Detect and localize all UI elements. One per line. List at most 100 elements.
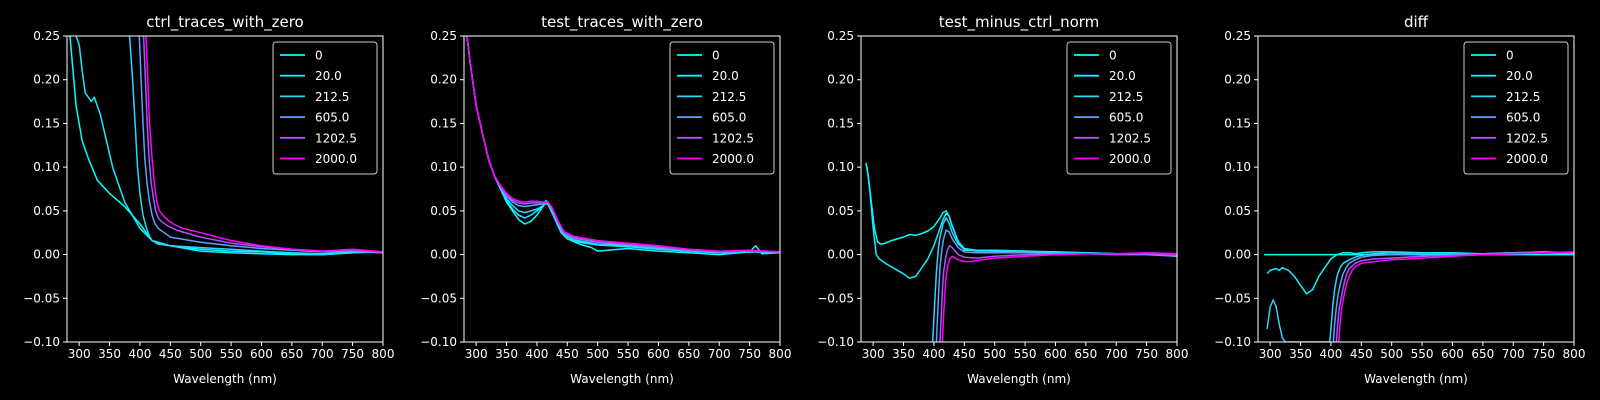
x-tick-label: 550 bbox=[617, 347, 640, 361]
x-tick-label: 750 bbox=[738, 347, 761, 361]
legend-label: 1202.5 bbox=[1506, 131, 1548, 145]
legend-label: 0 bbox=[1109, 49, 1117, 63]
y-tick-label: 0.25 bbox=[33, 29, 60, 43]
x-tick-label: 450 bbox=[953, 347, 976, 361]
legend-label: 2000.0 bbox=[712, 152, 754, 166]
y-tick-label: 0.10 bbox=[33, 160, 60, 174]
subplot-title: ctrl_traces_with_zero bbox=[146, 13, 303, 32]
tick-layer: 300 350 400 450 500 550 600 650 700 750 800 −0.10 −0… bbox=[420, 29, 791, 361]
y-tick-label: 0.20 bbox=[827, 73, 854, 87]
y-tick-label: 0.15 bbox=[430, 116, 457, 130]
subplot-1: ctrl_traces_with_zero Wavelength (nm) 30… bbox=[23, 13, 394, 386]
x-tick-label: 600 bbox=[250, 347, 273, 361]
x-tick-label: 300 bbox=[465, 347, 488, 361]
y-tick-label: 0.15 bbox=[1224, 116, 1251, 130]
plot-area bbox=[466, 36, 780, 256]
legend-label: 2000.0 bbox=[1109, 152, 1151, 166]
plot-area bbox=[69, 36, 383, 256]
x-tick-label: 650 bbox=[677, 347, 700, 361]
x-tick-label: 300 bbox=[862, 347, 885, 361]
x-axis-label: Wavelength (nm) bbox=[570, 372, 674, 386]
y-tick-label: 0.15 bbox=[33, 116, 60, 130]
series-line-212-5 bbox=[931, 217, 1177, 342]
x-tick-label: 650 bbox=[280, 347, 303, 361]
x-tick-label: 750 bbox=[1135, 347, 1158, 361]
subplot-2: test_traces_with_zero Wavelength (nm) 30… bbox=[420, 13, 791, 386]
y-tick-label: 0.00 bbox=[33, 248, 60, 262]
series-line-605-0 bbox=[138, 36, 383, 254]
x-tick-label: 700 bbox=[1105, 347, 1128, 361]
x-tick-label: 700 bbox=[708, 347, 731, 361]
y-tick-label: −0.10 bbox=[1214, 335, 1251, 349]
legend-label: 0 bbox=[712, 49, 720, 63]
legend-label: 20.0 bbox=[1506, 69, 1533, 83]
series-line-605-0 bbox=[1332, 251, 1574, 342]
x-tick-label: 300 bbox=[68, 347, 91, 361]
series-line-2000-0 bbox=[941, 252, 1177, 342]
x-tick-label: 350 bbox=[98, 347, 121, 361]
x-tick-label: 650 bbox=[1471, 347, 1494, 361]
axes-frame bbox=[66, 35, 384, 343]
x-axis-label: Wavelength (nm) bbox=[173, 372, 277, 386]
legend-label: 0 bbox=[1506, 49, 1514, 63]
subplot-title: diff bbox=[1404, 13, 1429, 31]
x-tick-label: 650 bbox=[1074, 347, 1097, 361]
subplot-3: test_minus_ctrl_norm Wavelength (nm) 300… bbox=[817, 13, 1188, 386]
y-tick-label: 0.05 bbox=[827, 204, 854, 218]
legend-label: 1202.5 bbox=[1109, 131, 1151, 145]
series-line-20-0 bbox=[75, 36, 383, 256]
y-tick-label: −0.05 bbox=[420, 291, 457, 305]
y-tick-label: 0.10 bbox=[1224, 160, 1251, 174]
legend-label: 20.0 bbox=[315, 69, 342, 83]
x-axis-label: Wavelength (nm) bbox=[967, 372, 1071, 386]
legend: 0 20.0 212.5 605.0 1202.5 2000.0 bbox=[1066, 41, 1172, 175]
x-tick-label: 700 bbox=[311, 347, 334, 361]
y-tick-label: −0.10 bbox=[23, 335, 60, 349]
y-tick-label: 0.20 bbox=[1224, 73, 1251, 87]
x-tick-label: 550 bbox=[1411, 347, 1434, 361]
x-tick-label: 400 bbox=[525, 347, 548, 361]
y-tick-label: −0.10 bbox=[420, 335, 457, 349]
subplot-4: diff Wavelength (nm) 300 350 400 450 500 550 6… bbox=[1214, 13, 1585, 386]
legend-label: 1202.5 bbox=[315, 131, 357, 145]
y-tick-label: 0.00 bbox=[1224, 248, 1251, 262]
x-tick-label: 550 bbox=[220, 347, 243, 361]
x-tick-label: 700 bbox=[1502, 347, 1525, 361]
axes-frame bbox=[860, 35, 1178, 343]
axes-frame bbox=[463, 35, 781, 343]
y-tick-label: −0.05 bbox=[817, 291, 854, 305]
y-tick-label: 0.05 bbox=[33, 204, 60, 218]
x-tick-label: 800 bbox=[372, 347, 395, 361]
series-line-2000-0 bbox=[1338, 251, 1574, 342]
legend-label: 0 bbox=[315, 49, 323, 63]
x-tick-label: 500 bbox=[983, 347, 1006, 361]
x-tick-label: 350 bbox=[495, 347, 518, 361]
legend: 0 20.0 212.5 605.0 1202.5 2000.0 bbox=[1463, 41, 1569, 175]
x-tick-label: 800 bbox=[1563, 347, 1586, 361]
x-tick-label: 600 bbox=[1044, 347, 1067, 361]
y-tick-label: 0.00 bbox=[430, 248, 457, 262]
x-tick-label: 500 bbox=[189, 347, 212, 361]
y-tick-label: 0.05 bbox=[430, 204, 457, 218]
x-tick-label: 800 bbox=[769, 347, 792, 361]
x-tick-label: 600 bbox=[647, 347, 670, 361]
legend-label: 212.5 bbox=[315, 90, 349, 104]
y-tick-label: 0.15 bbox=[827, 116, 854, 130]
legend-label: 605.0 bbox=[1109, 111, 1143, 125]
legend-label: 212.5 bbox=[1109, 90, 1143, 104]
series-line-2000-0 bbox=[145, 36, 383, 253]
y-tick-label: −0.05 bbox=[1214, 291, 1251, 305]
legend-label: 605.0 bbox=[315, 111, 349, 125]
tick-layer: 300 350 400 450 500 550 600 650 700 750 800 −0.10 −0… bbox=[817, 29, 1188, 361]
legend-label: 2000.0 bbox=[1506, 152, 1548, 166]
y-tick-label: −0.05 bbox=[23, 291, 60, 305]
y-tick-label: 0.05 bbox=[1224, 204, 1251, 218]
x-tick-label: 350 bbox=[1289, 347, 1312, 361]
y-tick-label: 0.25 bbox=[827, 29, 854, 43]
x-tick-label: 500 bbox=[1380, 347, 1403, 361]
series-line-212-5 bbox=[128, 36, 383, 255]
legend-label: 212.5 bbox=[712, 90, 746, 104]
tick-layer: 300 350 400 450 500 550 600 650 700 750 800 −0.10 −0… bbox=[1214, 29, 1585, 361]
legend-label: 1202.5 bbox=[712, 131, 754, 145]
